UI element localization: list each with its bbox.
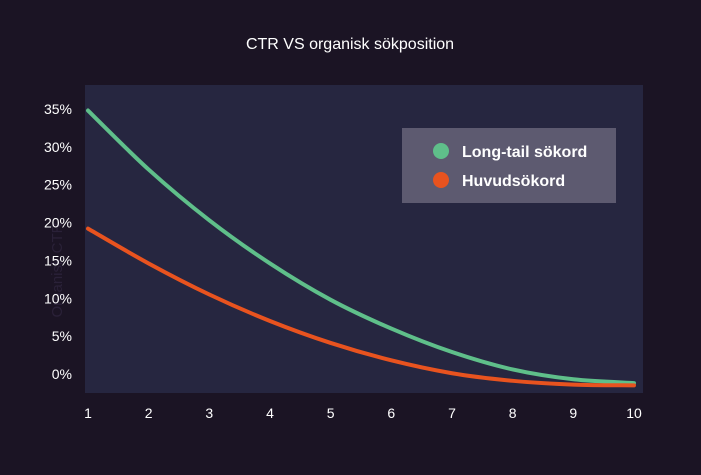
legend-marker-long-tail (433, 143, 449, 159)
series-line-huvudsokord (86, 226, 636, 388)
chart-title: CTR VS organisk sökposition (246, 36, 454, 53)
y-axis-ticks: 0% 5% 10% 15% 20% 25% 30% 35% (44, 101, 72, 382)
y-tick-label: 20% (44, 215, 72, 231)
legend: Long-tail sökord Huvudsökord (402, 128, 616, 203)
x-tick-label: 4 (266, 405, 274, 421)
y-tick-label: 15% (44, 252, 72, 268)
x-tick-label: 8 (509, 405, 517, 421)
x-tick-label: 10 (626, 405, 642, 421)
x-tick-label: 6 (387, 405, 395, 421)
x-tick-label: 1 (84, 405, 92, 421)
legend-label-long-tail: Long-tail sökord (462, 144, 587, 161)
y-tick-label: 0% (52, 366, 72, 382)
series-lines (86, 108, 636, 388)
x-axis-ticks: 1 2 3 4 5 6 7 8 9 10 (84, 405, 642, 421)
x-tick-label: 9 (569, 405, 577, 421)
y-tick-label: 25% (44, 177, 72, 193)
legend-label-huvudsokord: Huvudsökord (462, 173, 565, 190)
legend-marker-huvudsokord (433, 172, 449, 188)
y-tick-label: 10% (44, 290, 72, 306)
y-tick-label: 30% (44, 139, 72, 155)
series-line-long-tail (86, 108, 636, 386)
y-axis-label: Organisk CTR (49, 222, 66, 317)
x-tick-label: 3 (205, 405, 213, 421)
x-tick-label: 5 (327, 405, 335, 421)
y-tick-label: 35% (44, 101, 72, 117)
legend-box (402, 128, 616, 203)
y-tick-label: 5% (52, 328, 72, 344)
x-tick-label: 7 (448, 405, 456, 421)
x-tick-label: 2 (145, 405, 153, 421)
